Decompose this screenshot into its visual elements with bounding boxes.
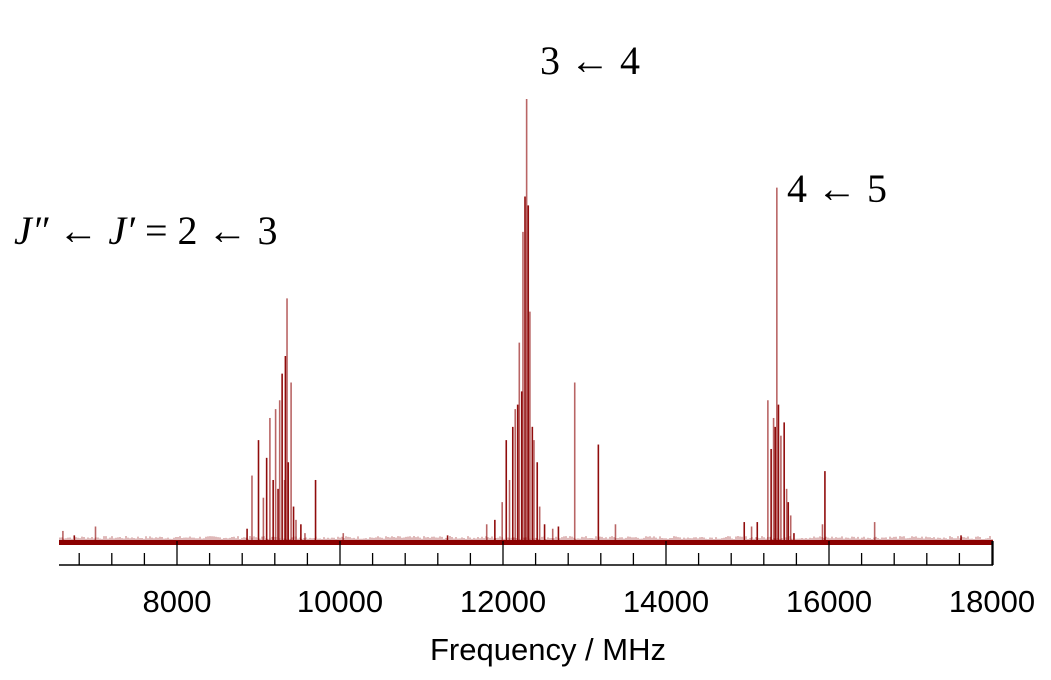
x-axis: 8000 10000 12000 14000 16000 18000	[59, 541, 1035, 619]
x-axis-title: Frequency / MHz	[430, 632, 666, 667]
annotation-4-5: 4 ← 5	[787, 166, 887, 211]
plot-area	[59, 99, 993, 545]
x-tick-label: 12000	[460, 584, 546, 619]
x-tick-label: 10000	[297, 584, 383, 619]
annotation-3-4: 3 ← 4	[540, 38, 640, 83]
annotation-2-3: J″ ← J′ = 2 ← 3	[14, 208, 278, 253]
baseline-noise	[59, 536, 993, 545]
x-axis-tick-labels: 8000 10000 12000 14000 16000 18000	[143, 584, 1036, 619]
spectral-lines	[62, 99, 962, 542]
x-tick-label: 8000	[143, 584, 212, 619]
x-tick-label: 16000	[786, 584, 872, 619]
x-tick-label: 14000	[623, 584, 709, 619]
x-tick-label: 18000	[949, 584, 1035, 619]
x-axis-ticks	[78, 541, 994, 565]
